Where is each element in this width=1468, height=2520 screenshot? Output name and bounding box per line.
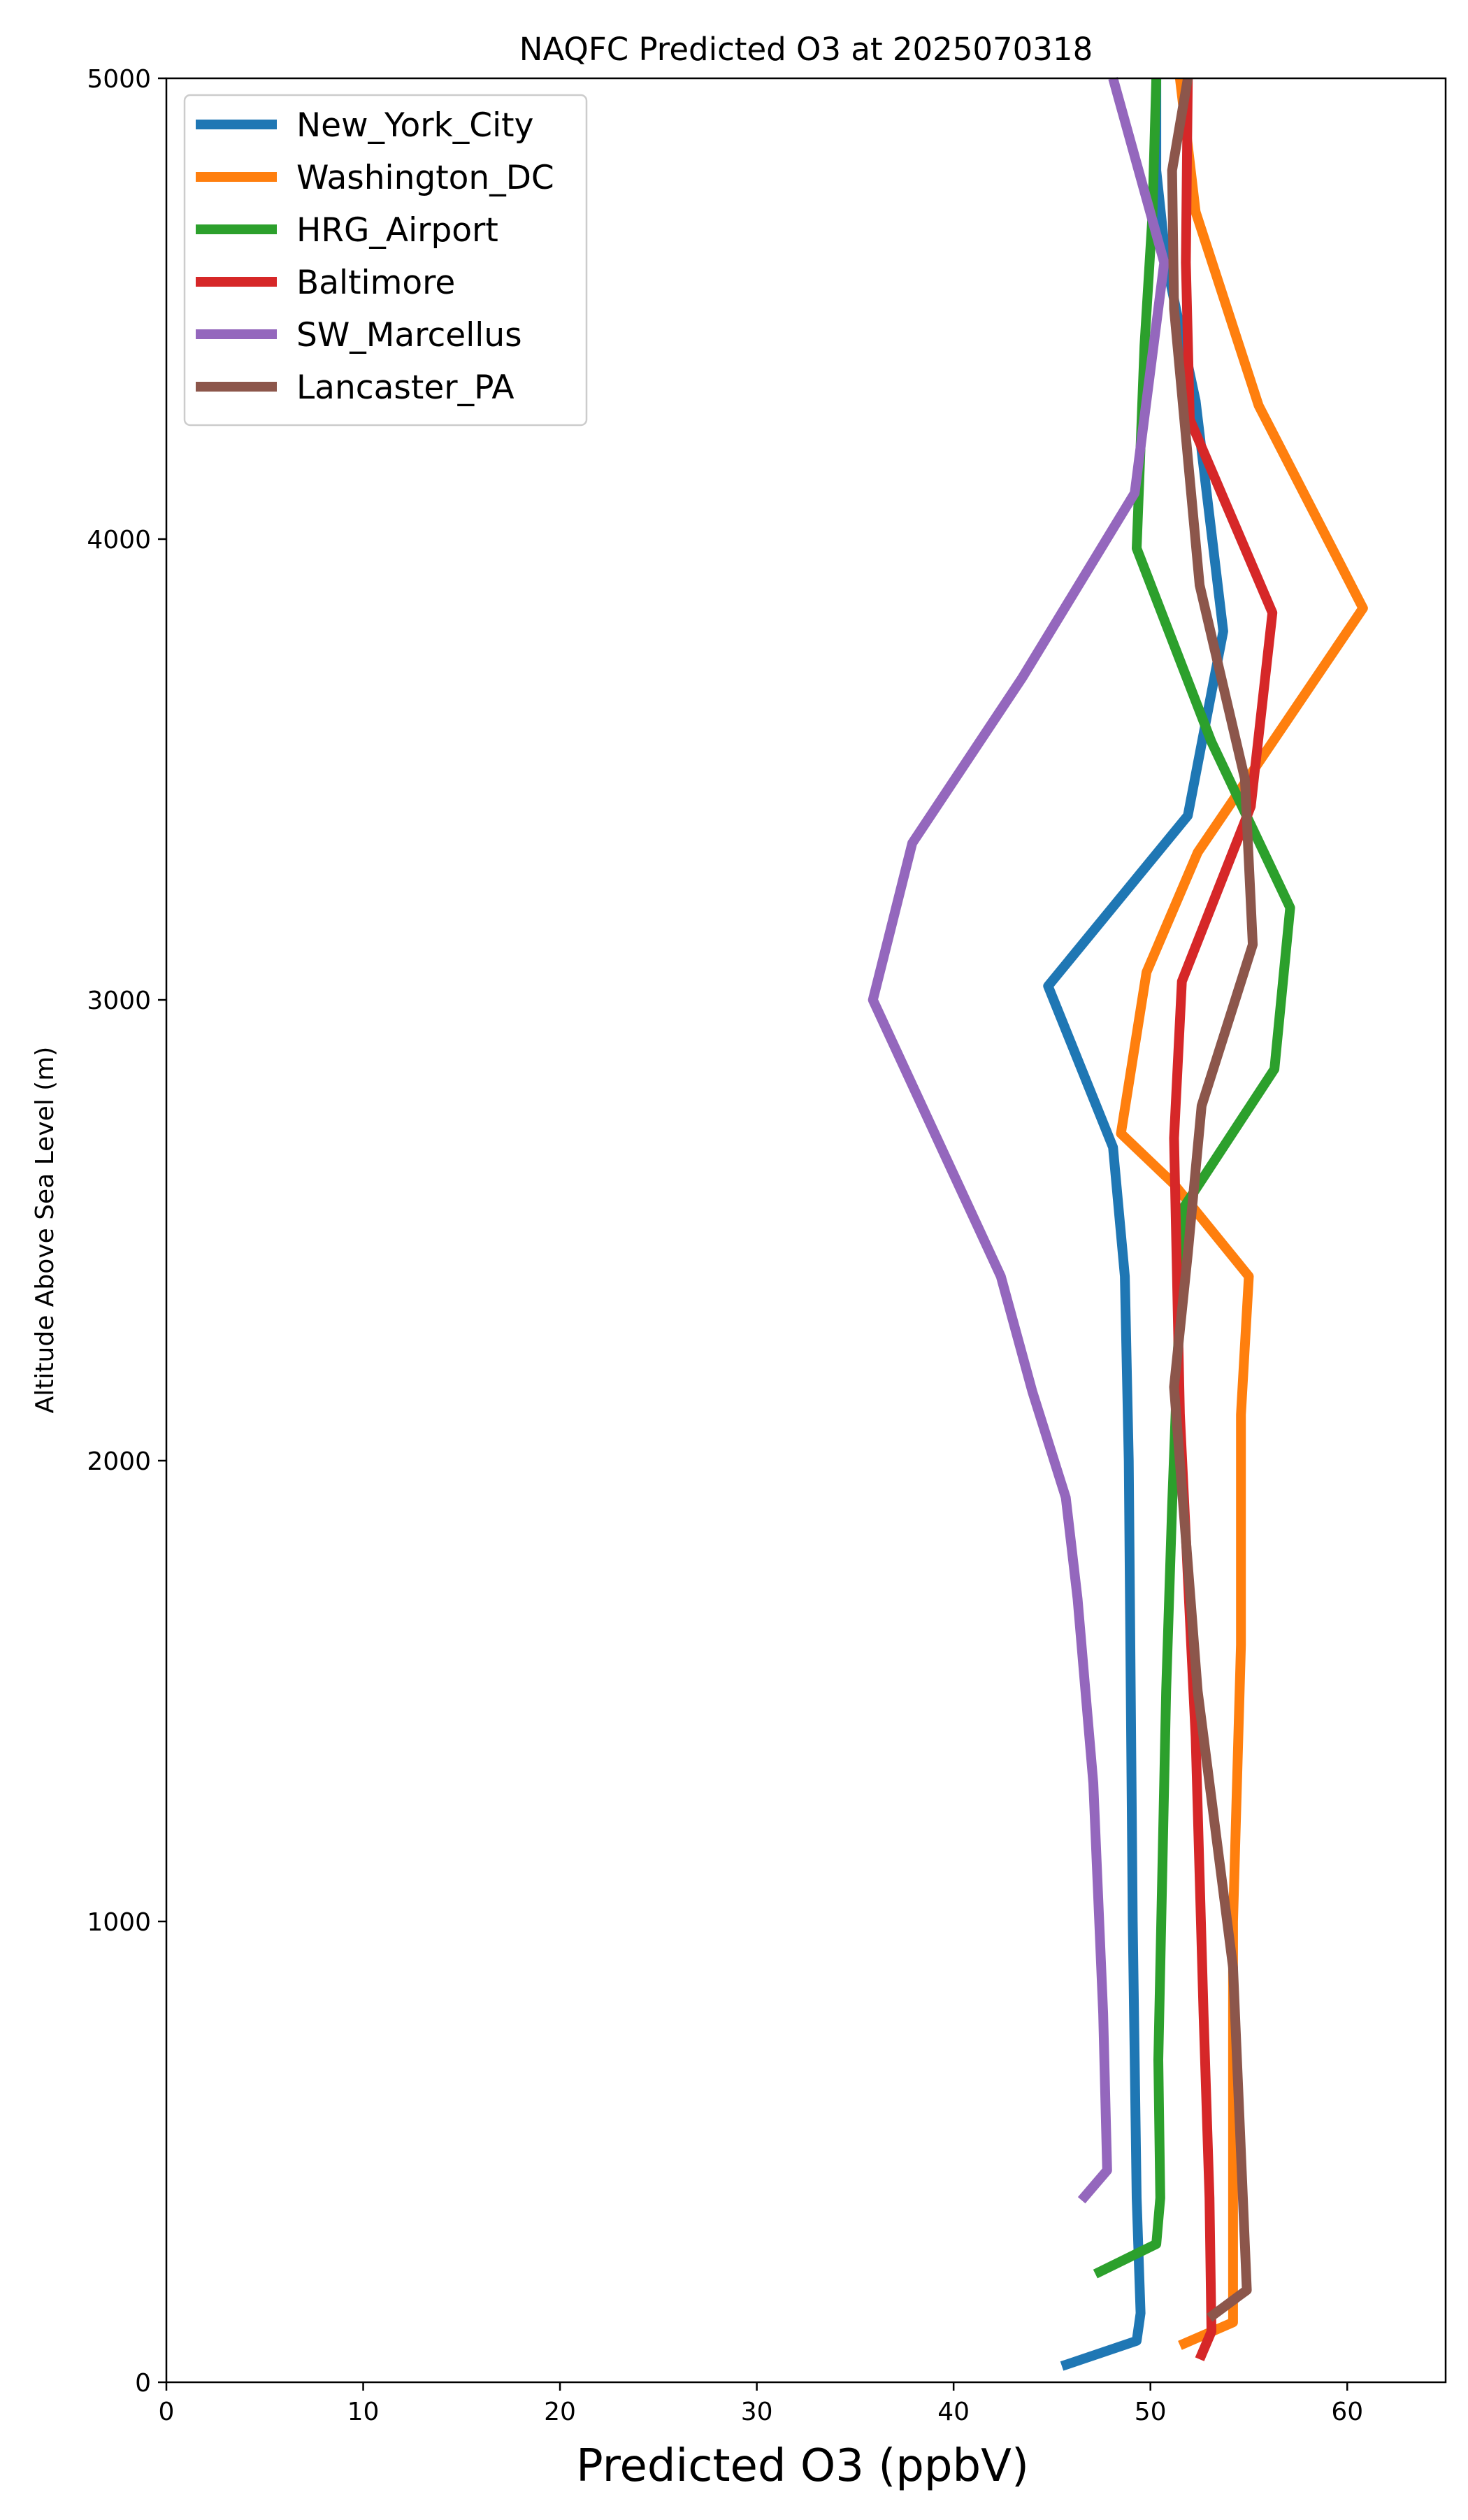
x-axis-label: Predicted O3 (ppbV) xyxy=(576,2440,1029,2492)
y-tick-label: 5000 xyxy=(87,65,151,94)
x-axis: 0 10 20 30 40 50 60 xyxy=(159,2382,1363,2426)
series-layer xyxy=(868,77,1368,2371)
series-line-sw-marcellus xyxy=(868,77,1170,2204)
legend-label-washington-dc: Washington_DC xyxy=(296,159,554,197)
x-tick-label: 0 xyxy=(159,2398,175,2426)
series-line-lancaster-pa xyxy=(1167,77,1258,2322)
x-tick-label: 60 xyxy=(1331,2398,1363,2426)
chart-title: NAQFC Predicted O3 at 2025070318 xyxy=(519,31,1093,68)
x-tick-label: 30 xyxy=(741,2398,773,2426)
legend-label-lancaster-pa: Lancaster_PA xyxy=(296,368,514,407)
y-tick-label: 3000 xyxy=(87,987,151,1015)
legend-label-new-york-city: New_York_City xyxy=(296,106,533,145)
legend-label-sw-marcellus: SW_Marcellus xyxy=(296,316,522,355)
y-axis: 0 1000 2000 3000 4000 5000 xyxy=(87,65,166,2398)
series-line-baltimore xyxy=(1169,78,1278,2361)
y-tick-label: 1000 xyxy=(87,1908,151,1937)
y-tick-label: 0 xyxy=(135,2369,151,2398)
y-tick-label: 2000 xyxy=(87,1447,151,1476)
y-tick-label: 4000 xyxy=(87,526,151,554)
legend-label-hrg-airport: HRG_Airport xyxy=(296,211,498,250)
x-tick-label: 10 xyxy=(347,2398,380,2426)
y-axis-label: Altitude Above Sea Level (m) xyxy=(31,1047,59,1414)
x-tick-label: 40 xyxy=(937,2398,970,2426)
plot-frame xyxy=(165,77,1447,2384)
x-tick-label: 50 xyxy=(1135,2398,1167,2426)
legend: New_York_City Washington_DC HRG_Airport Bal… xyxy=(183,94,588,427)
legend-label-baltimore: Baltimore xyxy=(296,264,455,302)
x-tick-label: 20 xyxy=(544,2398,576,2426)
legend-box xyxy=(183,94,588,427)
